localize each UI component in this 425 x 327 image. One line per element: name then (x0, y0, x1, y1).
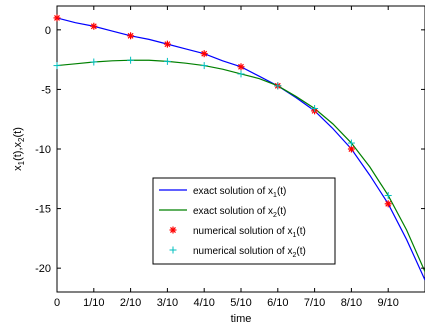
y-tick-label: -10 (35, 144, 51, 156)
ticks-layer: 0 1/10 2/10 3/10 4/10 5/10 6/10 7/10 8/10 9/10 0 -5… (35, 6, 425, 309)
y-axis-label: x1(t),x2(t) (12, 127, 26, 171)
legend-swatch-marker (169, 226, 177, 234)
legend-entry: numerical solution of x2(t) (169, 246, 306, 259)
legend-entry: exact solution of x1(t) (159, 186, 286, 199)
data-point-plus (90, 58, 98, 66)
legend: exact solution of x1(t) exact solution of… (152, 177, 336, 265)
legend-label: exact solution of x1(t) (193, 186, 286, 199)
x-axis-label: time (231, 313, 252, 325)
svg-text:x1(t),x2(t): x1(t),x2(t) (12, 127, 26, 171)
x-tick-label: 1/10 (83, 297, 104, 309)
data-point-asterisk (384, 200, 392, 208)
y-tick-label: -15 (35, 204, 51, 216)
data-point-asterisk (347, 145, 355, 153)
y-tick-label: -5 (41, 84, 51, 96)
x-tick-label: 2/10 (120, 297, 141, 309)
legend-label: exact solution of x2(t) (193, 206, 286, 219)
data-point-asterisk (200, 50, 208, 58)
data-point-plus (347, 139, 355, 147)
data-point-plus (311, 104, 319, 112)
x-tick-label: 0 (54, 297, 60, 309)
legend-label: numerical solution of x2(t) (193, 246, 306, 259)
data-point-asterisk (127, 32, 135, 40)
data-point-asterisk (237, 63, 245, 71)
x-tick-label: 8/10 (341, 297, 362, 309)
data-point-plus (384, 191, 392, 199)
legend-box (152, 177, 336, 265)
data-point-plus (163, 57, 171, 65)
legend-label: numerical solution of x1(t) (193, 226, 306, 239)
x-tick-label: 9/10 (377, 297, 398, 309)
data-point-asterisk (90, 22, 98, 30)
legend-swatch-marker (169, 246, 177, 254)
y-tick-label: 0 (45, 25, 51, 37)
data-point-asterisk (53, 14, 61, 22)
data-point-asterisk (163, 40, 171, 48)
data-point-plus (127, 56, 135, 64)
legend-entry: exact solution of x2(t) (159, 206, 286, 219)
data-point-plus (53, 62, 61, 70)
data-point-plus (274, 82, 282, 90)
data-point-plus (237, 70, 245, 78)
x-tick-label: 6/10 (267, 297, 288, 309)
x-tick-label: 3/10 (157, 297, 178, 309)
x-tick-label: 5/10 (230, 297, 251, 309)
data-point-plus (200, 62, 208, 70)
series-layer (53, 14, 425, 281)
legend-entry: numerical solution of x1(t) (169, 226, 306, 239)
x-tick-label: 4/10 (193, 297, 214, 309)
x-tick-label: 7/10 (304, 297, 325, 309)
y-tick-label: -20 (35, 263, 51, 275)
